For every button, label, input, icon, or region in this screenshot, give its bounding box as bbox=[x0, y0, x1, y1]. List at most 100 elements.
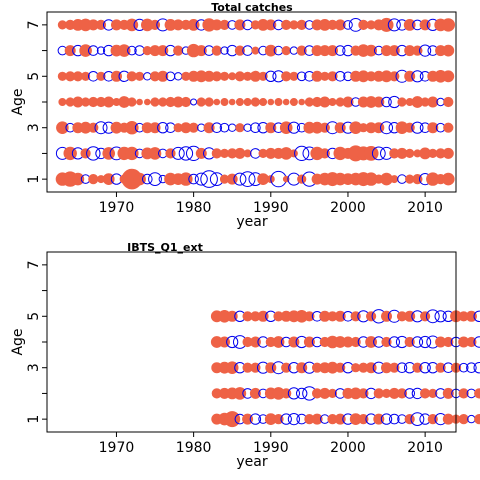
bubble-positive bbox=[443, 96, 454, 108]
bubble-positive bbox=[149, 122, 161, 134]
x-tick-label: 1980 bbox=[176, 440, 212, 456]
bubble-negative bbox=[188, 173, 199, 185]
bubble-positive bbox=[228, 72, 237, 81]
x-axis: 1970 1980 1990 2000 2010 bbox=[99, 432, 443, 456]
bubble-positive bbox=[259, 98, 268, 107]
x-axis-label: year bbox=[236, 454, 267, 470]
bubble-negative bbox=[473, 336, 480, 348]
bubble-negative bbox=[86, 146, 101, 161]
bubble-negative bbox=[296, 387, 308, 400]
bubble-negative bbox=[127, 45, 137, 56]
panel-title: Total catches bbox=[211, 1, 293, 14]
bubble-positive bbox=[233, 387, 247, 400]
bubble-negative bbox=[425, 309, 440, 324]
bubble-negative bbox=[143, 72, 152, 81]
bubble-positive bbox=[133, 172, 146, 186]
bubble-positive bbox=[350, 336, 361, 348]
bubble-positive bbox=[342, 96, 354, 108]
bubble-negative bbox=[287, 121, 300, 134]
bubble-negative bbox=[388, 336, 400, 348]
bubble-negative bbox=[466, 362, 477, 374]
bubble-positive bbox=[180, 96, 191, 108]
bubble-positive bbox=[267, 98, 275, 106]
bubble-positive bbox=[282, 98, 290, 106]
bubble-negative bbox=[434, 310, 447, 323]
bubble-group bbox=[55, 17, 455, 190]
bubble-negative bbox=[250, 122, 261, 133]
bubble-positive bbox=[80, 71, 91, 81]
bubble-positive bbox=[111, 70, 123, 82]
bubble-negative bbox=[96, 46, 106, 55]
bubble-positive bbox=[381, 336, 392, 348]
bubble-negative bbox=[94, 121, 108, 135]
bubble-positive bbox=[397, 97, 407, 107]
bubble-positive bbox=[265, 19, 277, 31]
bubble-positive bbox=[103, 96, 115, 108]
bubble-positive bbox=[373, 122, 385, 134]
bubble-positive bbox=[289, 98, 298, 107]
y-tick-label: 3 bbox=[26, 123, 42, 132]
bubble-positive bbox=[334, 19, 346, 31]
panel-total-catches: Total catches 1970 1980 1990 2000 2010 1357 … bbox=[10, 1, 457, 230]
bubble-positive bbox=[219, 71, 230, 81]
bubble-negative bbox=[380, 121, 393, 135]
bubble-negative bbox=[467, 414, 476, 424]
bubble-positive bbox=[327, 388, 338, 399]
bubble-positive bbox=[328, 98, 337, 107]
x-axis-label: year bbox=[236, 214, 267, 230]
y-axis: 1 3 5 7 bbox=[26, 260, 47, 424]
bubble-positive bbox=[474, 388, 480, 399]
bubble-positive bbox=[388, 45, 400, 57]
bubble-negative bbox=[289, 46, 299, 55]
bubble-group bbox=[210, 309, 480, 428]
bubble-positive bbox=[135, 71, 145, 81]
bubble-positive bbox=[127, 97, 137, 107]
bubble-negative bbox=[239, 171, 256, 188]
bubble-positive bbox=[466, 336, 477, 348]
bubble-positive bbox=[405, 148, 415, 158]
bubble-negative bbox=[473, 362, 480, 374]
bubble-positive bbox=[213, 98, 221, 106]
bubble-negative bbox=[389, 413, 400, 425]
bubble-positive bbox=[442, 387, 454, 399]
bubble-negative bbox=[200, 170, 218, 188]
y-axis-label: Age bbox=[10, 88, 26, 115]
bubble-positive bbox=[195, 45, 207, 57]
bubble-negative bbox=[396, 362, 408, 374]
bubble-positive bbox=[88, 122, 99, 133]
bubble-positive bbox=[441, 18, 455, 32]
bubble-positive bbox=[226, 310, 238, 322]
bubble-positive bbox=[326, 45, 338, 57]
bubble-positive bbox=[319, 148, 330, 159]
bubble-positive bbox=[442, 147, 454, 159]
bubble-positive bbox=[88, 174, 99, 185]
bubble-negative bbox=[294, 145, 310, 161]
bubble-positive bbox=[79, 44, 92, 57]
bubble-positive bbox=[289, 149, 298, 158]
bubble-negative bbox=[411, 121, 424, 134]
bubble-positive bbox=[319, 122, 330, 133]
bubble-negative bbox=[419, 335, 432, 349]
x-tick-label: 1990 bbox=[253, 200, 289, 216]
bubble-positive bbox=[441, 172, 455, 186]
bubble-negative bbox=[243, 123, 252, 132]
bubble-positive bbox=[179, 172, 193, 186]
bubble-positive bbox=[334, 310, 346, 322]
bubble-negative bbox=[458, 362, 469, 373]
bubble-positive bbox=[251, 46, 260, 55]
bubble-positive bbox=[243, 98, 252, 107]
bubble-positive bbox=[125, 120, 139, 135]
bubble-positive bbox=[389, 71, 400, 82]
bubble-positive bbox=[250, 97, 260, 107]
bubble-negative bbox=[88, 45, 99, 56]
bubble-positive bbox=[404, 336, 415, 348]
bubble-negative bbox=[410, 412, 425, 427]
bubble-positive bbox=[257, 310, 269, 322]
bubble-negative bbox=[171, 146, 185, 160]
bubble-positive bbox=[196, 97, 206, 107]
bubble-positive bbox=[458, 388, 469, 399]
y-axis: 1 3 5 7 bbox=[26, 20, 47, 184]
bubble-positive bbox=[272, 336, 285, 348]
